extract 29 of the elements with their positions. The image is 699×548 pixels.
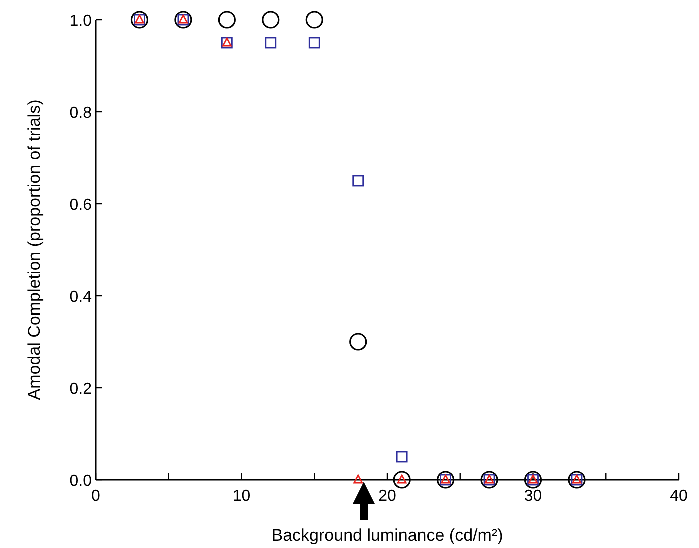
point <box>524 471 542 489</box>
point <box>262 11 280 29</box>
point <box>354 474 364 484</box>
x-tick-label: 30 <box>524 488 542 505</box>
point <box>480 471 498 489</box>
point <box>396 451 408 463</box>
point <box>218 11 236 29</box>
y-tick-label: 0.6 <box>70 197 92 214</box>
y-tick-label: 1.0 <box>70 13 92 30</box>
point <box>437 471 455 489</box>
x-tick-label: 10 <box>232 488 251 505</box>
y-axis-title: Amodal Completion (proportion of trials) <box>25 100 44 400</box>
point <box>352 175 364 187</box>
x-axis-title: Background luminance (cd/m²) <box>272 526 504 545</box>
x-tick-label: 20 <box>378 488 396 505</box>
point <box>568 471 586 489</box>
x-tick-label: 40 <box>670 488 688 505</box>
point <box>130 11 149 29</box>
point <box>306 11 324 29</box>
point <box>350 333 368 351</box>
point <box>265 37 277 49</box>
point <box>393 471 411 489</box>
y-tick-label: 0.8 <box>70 105 92 122</box>
y-tick-label: 0.0 <box>70 473 92 490</box>
point <box>174 11 192 29</box>
y-tick-label: 0.4 <box>70 289 92 306</box>
x-tick-label: 0 <box>92 488 101 505</box>
y-tick-label: 0.2 <box>70 381 92 398</box>
point <box>308 37 320 49</box>
